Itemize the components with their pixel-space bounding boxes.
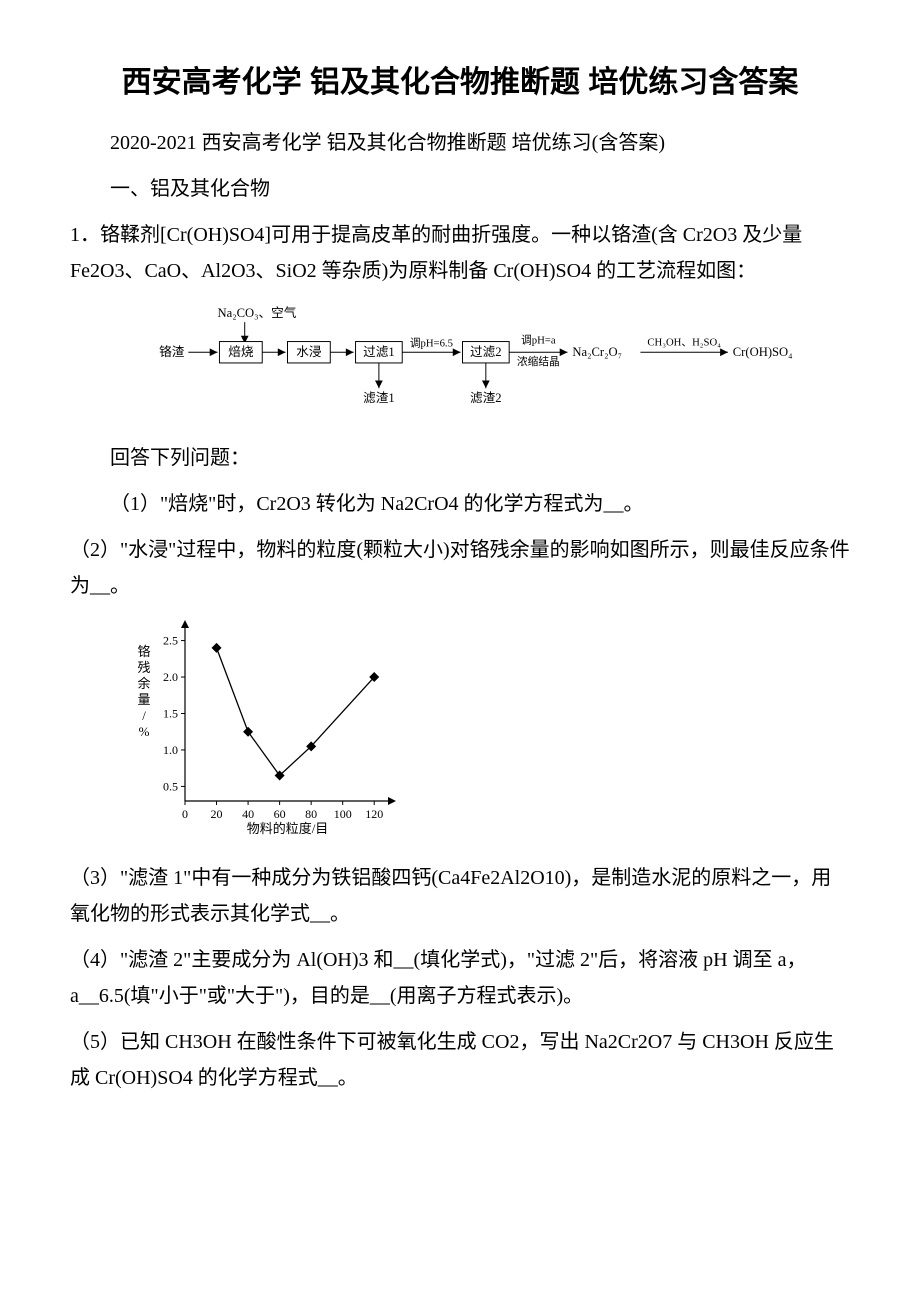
particle-size-chart: 0.5 1.0 1.5 2.0 2.5 0 20 40 60 80 100 120 物料的粒度/目 铬残余… — [130, 616, 850, 848]
flow-product-mid: Na₂Cr₂O₇ — [572, 345, 622, 359]
page-title: 西安高考化学 铝及其化合物推断题 培优练习含答案 — [70, 60, 850, 105]
flow-top-input: Na₂CO₃、空气 — [218, 305, 297, 320]
question-1-5: （5）已知 CH3OH 在酸性条件下可被氧化生成 CO2，写出 Na2Cr2O7… — [70, 1024, 850, 1096]
flow-final-label: CH₃OH、H₂SO₄ — [647, 336, 721, 348]
svg-text:/: / — [142, 708, 146, 723]
svg-text:0: 0 — [182, 807, 188, 821]
svg-text:100: 100 — [334, 807, 352, 821]
section-heading: 一、铝及其化合物 — [70, 171, 850, 207]
svg-text:1.0: 1.0 — [163, 743, 178, 757]
flow-start: 铬渣 — [159, 344, 185, 359]
question-1-1: （1）"焙烧"时，Cr2O3 转化为 Na2CrO4 的化学方程式为__。 — [70, 486, 850, 522]
question-1-4: （4）"滤渣 2"主要成分为 Al(OH)3 和__(填化学式)，"过滤 2"后… — [70, 942, 850, 1014]
flow-residue1: 滤渣1 — [363, 391, 395, 405]
svg-text:20: 20 — [211, 807, 223, 821]
process-flow-diagram: Na₂CO₃、空气 铬渣 焙烧 水浸 过滤1 滤渣1 调pH=6.5 过滤2 — [130, 301, 850, 428]
svg-text:量: 量 — [137, 692, 150, 707]
question-1-2: （2）"水浸"过程中，物料的粒度(颗粒大小)对铬残余量的影响如图所示，则最佳反应… — [70, 532, 850, 604]
flow-step4-label-top: 调pH=a — [521, 335, 556, 347]
flow-residue2: 滤渣2 — [470, 391, 502, 405]
svg-text:%: % — [139, 724, 150, 739]
svg-text:铬: 铬 — [137, 644, 150, 659]
flow-step3-label: 调pH=6.5 — [410, 337, 453, 349]
svg-text:余: 余 — [137, 676, 150, 691]
svg-text:残: 残 — [137, 660, 150, 675]
flow-step4-label-bot: 浓缩结晶 — [517, 355, 560, 368]
svg-text:120: 120 — [365, 807, 383, 821]
svg-text:2.5: 2.5 — [163, 634, 178, 648]
svg-text:40: 40 — [242, 807, 254, 821]
flow-product-final: Cr(OH)SO₄ — [733, 345, 793, 359]
flow-step4: 过滤2 — [470, 345, 502, 359]
flow-step1: 焙烧 — [228, 345, 254, 359]
svg-text:1.5: 1.5 — [163, 707, 178, 721]
answer-prompt: 回答下列问题： — [70, 440, 850, 476]
svg-text:2.0: 2.0 — [163, 670, 178, 684]
question-1-intro: 1．铬鞣剂[Cr(OH)SO4]可用于提高皮革的耐曲折强度。一种以铬渣(含 Cr… — [70, 217, 850, 289]
subtitle: 2020-2021 西安高考化学 铝及其化合物推断题 培优练习(含答案) — [70, 125, 850, 161]
flow-step3: 过滤1 — [363, 345, 395, 359]
svg-text:60: 60 — [274, 807, 286, 821]
flow-step2: 水浸 — [296, 345, 321, 359]
svg-text:物料的粒度/目: 物料的粒度/目 — [247, 821, 329, 836]
question-1-3: （3）"滤渣 1"中有一种成分为铁铝酸四钙(Ca4Fe2Al2O10)，是制造水… — [70, 860, 850, 932]
svg-text:80: 80 — [305, 807, 317, 821]
svg-text:0.5: 0.5 — [163, 780, 178, 794]
